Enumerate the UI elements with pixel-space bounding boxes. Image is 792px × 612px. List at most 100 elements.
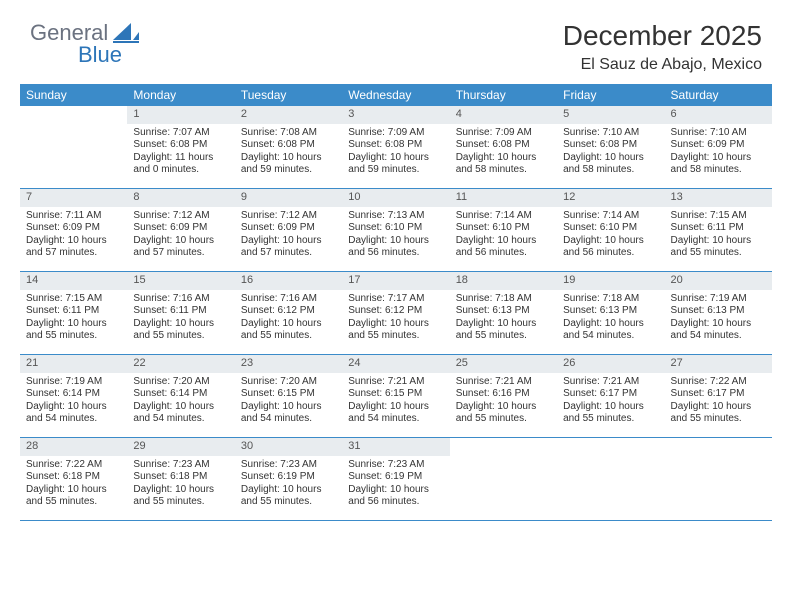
day-body: Sunrise: 7:16 AMSunset: 6:12 PMDaylight:… <box>235 290 342 349</box>
day-body: Sunrise: 7:09 AMSunset: 6:08 PMDaylight:… <box>342 124 449 183</box>
sunset-text: Sunset: 6:10 PM <box>348 222 443 235</box>
day-number: 8 <box>127 189 234 207</box>
day-cell: 18Sunrise: 7:18 AMSunset: 6:13 PMDayligh… <box>450 272 557 354</box>
daylight-text: Daylight: 10 hours and 59 minutes. <box>348 152 443 177</box>
sunset-text: Sunset: 6:08 PM <box>348 139 443 152</box>
logo: General Blue <box>30 20 141 46</box>
day-number <box>450 438 557 442</box>
day-body: Sunrise: 7:17 AMSunset: 6:12 PMDaylight:… <box>342 290 449 349</box>
sunset-text: Sunset: 6:11 PM <box>26 305 121 318</box>
sunrise-text: Sunrise: 7:18 AM <box>456 293 551 306</box>
sunrise-text: Sunrise: 7:21 AM <box>563 376 658 389</box>
sunset-text: Sunset: 6:12 PM <box>348 305 443 318</box>
day-cell: 9Sunrise: 7:12 AMSunset: 6:09 PMDaylight… <box>235 189 342 271</box>
daylight-text: Daylight: 10 hours and 58 minutes. <box>671 152 766 177</box>
sunset-text: Sunset: 6:09 PM <box>133 222 228 235</box>
day-cell <box>20 106 127 188</box>
weekday-sunday: Sunday <box>20 84 127 106</box>
sunset-text: Sunset: 6:08 PM <box>456 139 551 152</box>
weekday-saturday: Saturday <box>665 84 772 106</box>
sunrise-text: Sunrise: 7:23 AM <box>133 459 228 472</box>
daylight-text: Daylight: 10 hours and 54 minutes. <box>348 401 443 426</box>
day-cell <box>450 438 557 520</box>
location: El Sauz de Abajo, Mexico <box>563 56 762 74</box>
sunset-text: Sunset: 6:12 PM <box>241 305 336 318</box>
weekday-wednesday: Wednesday <box>342 84 449 106</box>
logo-text-blue: Blue <box>78 42 122 68</box>
daylight-text: Daylight: 10 hours and 55 minutes. <box>241 484 336 509</box>
day-body: Sunrise: 7:21 AMSunset: 6:17 PMDaylight:… <box>557 373 664 432</box>
day-number: 28 <box>20 438 127 456</box>
sunset-text: Sunset: 6:17 PM <box>563 388 658 401</box>
daylight-text: Daylight: 10 hours and 55 minutes. <box>671 235 766 260</box>
logo-sail-icon <box>113 23 139 43</box>
day-number: 19 <box>557 272 664 290</box>
sunset-text: Sunset: 6:08 PM <box>133 139 228 152</box>
sunrise-text: Sunrise: 7:21 AM <box>348 376 443 389</box>
daylight-text: Daylight: 10 hours and 57 minutes. <box>241 235 336 260</box>
sunset-text: Sunset: 6:14 PM <box>26 388 121 401</box>
day-cell: 15Sunrise: 7:16 AMSunset: 6:11 PMDayligh… <box>127 272 234 354</box>
daylight-text: Daylight: 10 hours and 54 minutes. <box>563 318 658 343</box>
sunrise-text: Sunrise: 7:18 AM <box>563 293 658 306</box>
day-cell: 7Sunrise: 7:11 AMSunset: 6:09 PMDaylight… <box>20 189 127 271</box>
day-number: 14 <box>20 272 127 290</box>
sunset-text: Sunset: 6:10 PM <box>563 222 658 235</box>
sunrise-text: Sunrise: 7:14 AM <box>456 210 551 223</box>
day-cell: 6Sunrise: 7:10 AMSunset: 6:09 PMDaylight… <box>665 106 772 188</box>
day-cell: 13Sunrise: 7:15 AMSunset: 6:11 PMDayligh… <box>665 189 772 271</box>
daylight-text: Daylight: 10 hours and 55 minutes. <box>348 318 443 343</box>
day-number: 1 <box>127 106 234 124</box>
week-row: 14Sunrise: 7:15 AMSunset: 6:11 PMDayligh… <box>20 272 772 355</box>
daylight-text: Daylight: 10 hours and 55 minutes. <box>241 318 336 343</box>
daylight-text: Daylight: 10 hours and 56 minutes. <box>456 235 551 260</box>
day-body: Sunrise: 7:18 AMSunset: 6:13 PMDaylight:… <box>557 290 664 349</box>
daylight-text: Daylight: 10 hours and 55 minutes. <box>26 318 121 343</box>
sunrise-text: Sunrise: 7:10 AM <box>671 127 766 140</box>
sunrise-text: Sunrise: 7:21 AM <box>456 376 551 389</box>
sunrise-text: Sunrise: 7:20 AM <box>241 376 336 389</box>
sunset-text: Sunset: 6:11 PM <box>133 305 228 318</box>
day-body: Sunrise: 7:14 AMSunset: 6:10 PMDaylight:… <box>557 207 664 266</box>
sunrise-text: Sunrise: 7:10 AM <box>563 127 658 140</box>
day-number: 16 <box>235 272 342 290</box>
day-number: 17 <box>342 272 449 290</box>
day-body: Sunrise: 7:14 AMSunset: 6:10 PMDaylight:… <box>450 207 557 266</box>
weekday-friday: Friday <box>557 84 664 106</box>
daylight-text: Daylight: 10 hours and 57 minutes. <box>133 235 228 260</box>
day-number: 31 <box>342 438 449 456</box>
sunrise-text: Sunrise: 7:17 AM <box>348 293 443 306</box>
sunrise-text: Sunrise: 7:07 AM <box>133 127 228 140</box>
day-number: 5 <box>557 106 664 124</box>
daylight-text: Daylight: 10 hours and 55 minutes. <box>133 484 228 509</box>
day-body: Sunrise: 7:21 AMSunset: 6:15 PMDaylight:… <box>342 373 449 432</box>
sunrise-text: Sunrise: 7:13 AM <box>348 210 443 223</box>
day-body: Sunrise: 7:19 AMSunset: 6:13 PMDaylight:… <box>665 290 772 349</box>
day-number <box>557 438 664 442</box>
day-cell: 16Sunrise: 7:16 AMSunset: 6:12 PMDayligh… <box>235 272 342 354</box>
day-number: 13 <box>665 189 772 207</box>
week-row: 1Sunrise: 7:07 AMSunset: 6:08 PMDaylight… <box>20 106 772 189</box>
day-cell: 4Sunrise: 7:09 AMSunset: 6:08 PMDaylight… <box>450 106 557 188</box>
day-cell: 24Sunrise: 7:21 AMSunset: 6:15 PMDayligh… <box>342 355 449 437</box>
sunrise-text: Sunrise: 7:09 AM <box>456 127 551 140</box>
weekday-header-row: Sunday Monday Tuesday Wednesday Thursday… <box>20 84 772 106</box>
sunrise-text: Sunrise: 7:15 AM <box>26 293 121 306</box>
sunset-text: Sunset: 6:15 PM <box>348 388 443 401</box>
daylight-text: Daylight: 10 hours and 56 minutes. <box>348 235 443 260</box>
day-number: 24 <box>342 355 449 373</box>
sunrise-text: Sunrise: 7:09 AM <box>348 127 443 140</box>
daylight-text: Daylight: 10 hours and 54 minutes. <box>671 318 766 343</box>
daylight-text: Daylight: 10 hours and 57 minutes. <box>26 235 121 260</box>
month-title: December 2025 <box>563 20 762 52</box>
day-number: 20 <box>665 272 772 290</box>
sunset-text: Sunset: 6:16 PM <box>456 388 551 401</box>
day-number: 4 <box>450 106 557 124</box>
calendar: Sunday Monday Tuesday Wednesday Thursday… <box>20 84 772 521</box>
day-body: Sunrise: 7:23 AMSunset: 6:18 PMDaylight:… <box>127 456 234 515</box>
weekday-thursday: Thursday <box>450 84 557 106</box>
sunset-text: Sunset: 6:15 PM <box>241 388 336 401</box>
day-cell: 30Sunrise: 7:23 AMSunset: 6:19 PMDayligh… <box>235 438 342 520</box>
day-number: 10 <box>342 189 449 207</box>
day-body: Sunrise: 7:12 AMSunset: 6:09 PMDaylight:… <box>235 207 342 266</box>
